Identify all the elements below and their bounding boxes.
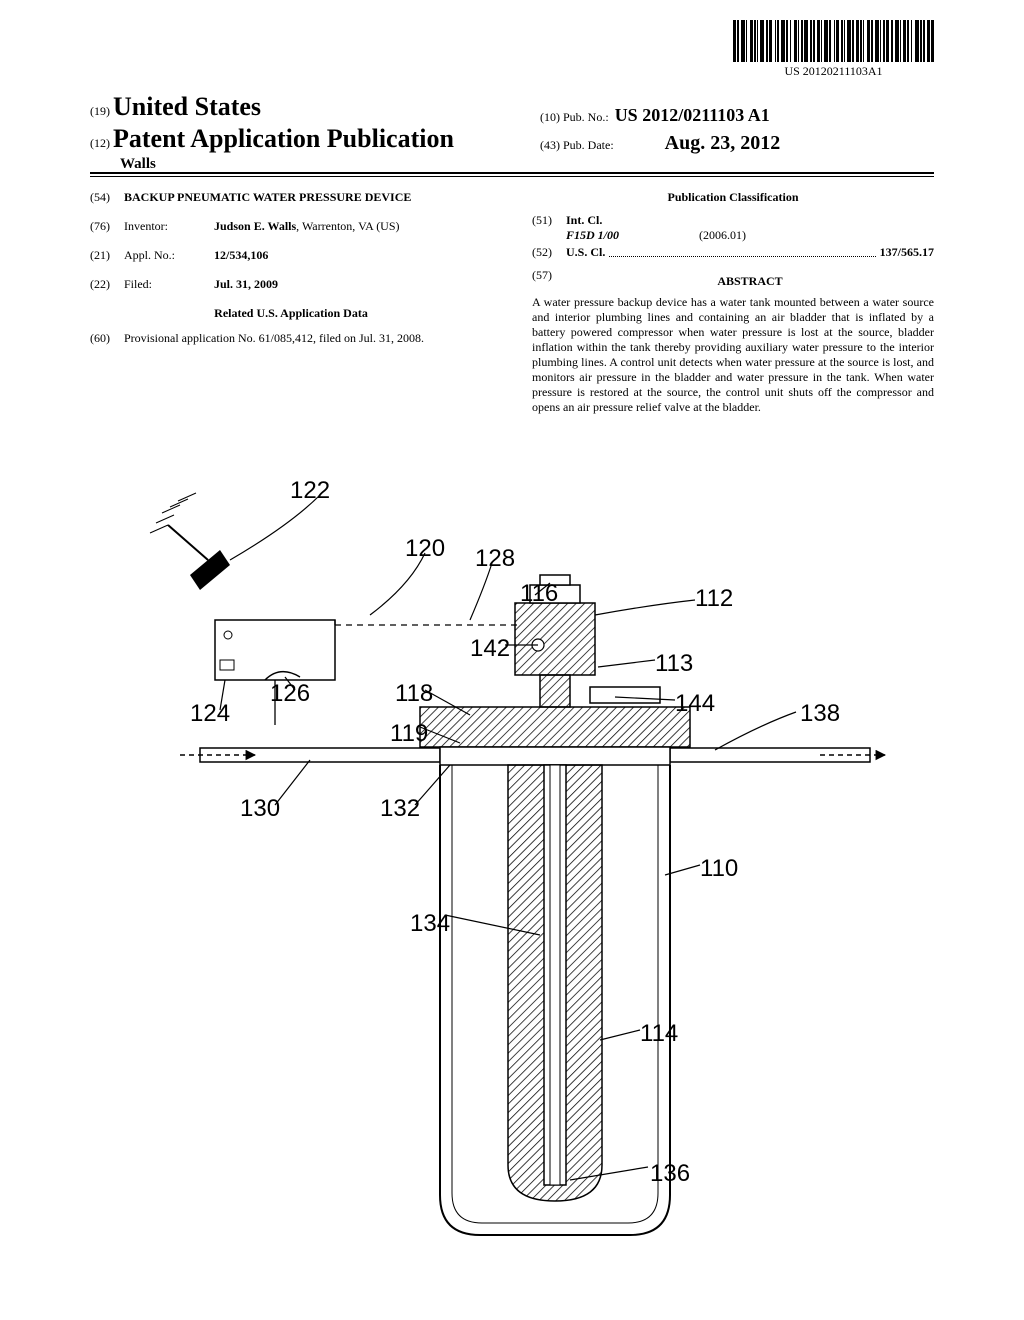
num-57: (57) — [532, 268, 566, 295]
outlet-pipe — [670, 748, 885, 762]
barcode-bars — [733, 20, 934, 62]
ref-128: 128 — [475, 545, 515, 573]
abstract-body: A water pressure backup device has a wat… — [532, 295, 934, 415]
ref-113: 113 — [655, 650, 693, 678]
ref-132: 132 — [380, 795, 420, 823]
ref-119: 119 — [390, 720, 428, 748]
prefix-10: (10) — [540, 110, 560, 124]
barcode: US 20120211103A1 — [733, 20, 934, 79]
intcl-label: Int. Cl. — [566, 213, 602, 227]
ref-112: 112 — [695, 585, 733, 613]
left-column: (54) BACKUP PNEUMATIC WATER PRESSURE DEV… — [90, 190, 492, 415]
header-block: (19) United States (12) Patent Applicati… — [90, 92, 934, 173]
num-76: (76) — [90, 219, 124, 234]
applno-val: 12/534,106 — [214, 248, 492, 263]
field-uscl: (52) U.S. Cl. 137/565.17 — [532, 245, 934, 260]
rule-thin — [90, 176, 934, 177]
applno: 12/534,106 — [214, 248, 268, 262]
num-51: (51) — [532, 213, 566, 243]
inventor-val: Judson E. Walls, Warrenton, VA (US) — [214, 219, 492, 234]
ref-118: 118 — [395, 680, 433, 708]
lid-lower — [440, 747, 670, 765]
pubdate-label: Pub. Date: — [563, 138, 614, 152]
inventor-label: Inventor: — [124, 219, 214, 234]
intcl-code: F15D 1/00 — [566, 228, 619, 242]
ref-138: 138 — [800, 700, 840, 728]
uscl-label: U.S. Cl. — [566, 245, 605, 260]
inventor-loc: , Warrenton, VA (US) — [296, 219, 399, 233]
ref-136: 136 — [650, 1160, 690, 1188]
tank-lid — [420, 707, 690, 747]
provisional: Provisional application No. 61/085,412, … — [124, 331, 492, 346]
figure-svg — [120, 465, 910, 1295]
filed-label: Filed: — [124, 277, 214, 292]
uscl-val: 137/565.17 — [880, 245, 934, 260]
patent-figure: 110 112 113 114 116 118 119 120 122 124 126 128 130 1… — [120, 465, 910, 1295]
dotted-leader — [609, 245, 875, 257]
prefix-43: (43) — [540, 138, 560, 152]
inlet-pipe — [180, 748, 440, 762]
bibliographic-columns: (54) BACKUP PNEUMATIC WATER PRESSURE DEV… — [90, 190, 934, 415]
nozzle-122 — [150, 493, 230, 590]
field-provisional: (60) Provisional application No. 61/085,… — [90, 331, 492, 346]
right-column: Publication Classification (51) Int. Cl.… — [532, 190, 934, 415]
intcl-block: Int. Cl. F15D 1/00 (2006.01) — [566, 213, 934, 243]
intcl-date: (2006.01) — [699, 228, 746, 242]
pubno-line: (10) Pub. No.: US 2012/0211103 A1 — [540, 105, 780, 126]
num-54: (54) — [90, 190, 124, 205]
pubno: US 2012/0211103 A1 — [615, 105, 770, 125]
pubclass-header: Publication Classification — [532, 190, 934, 205]
prefix-12: (12) — [90, 136, 110, 150]
filed: Jul. 31, 2009 — [214, 277, 278, 291]
prefix-19: (19) — [90, 104, 110, 118]
ref-124: 124 — [190, 700, 230, 728]
country-line: (19) United States — [90, 92, 934, 122]
pub-type: Patent Application Publication — [113, 124, 454, 153]
ref-144: 144 — [675, 690, 715, 718]
ref-130: 130 — [240, 795, 280, 823]
ref-142: 142 — [470, 635, 510, 663]
abstract-hdr-row: (57) ABSTRACT — [532, 268, 934, 295]
pubno-label: Pub. No.: — [563, 110, 609, 124]
applno-label: Appl. No.: — [124, 248, 214, 263]
num-60: (60) — [90, 331, 124, 346]
ref-120: 120 — [405, 535, 445, 563]
field-filed: (22) Filed: Jul. 31, 2009 — [90, 277, 492, 292]
inventor-name: Judson E. Walls — [214, 219, 296, 233]
barcode-text: US 20120211103A1 — [784, 64, 882, 79]
field-inventor: (76) Inventor: Judson E. Walls, Warrento… — [90, 219, 492, 234]
control-box — [215, 620, 335, 680]
right-header: (10) Pub. No.: US 2012/0211103 A1 (43) P… — [540, 105, 780, 155]
pubdate-line: (43) Pub. Date: Aug. 23, 2012 — [540, 132, 780, 155]
pubdate: Aug. 23, 2012 — [665, 132, 781, 154]
ref-114: 114 — [640, 1020, 678, 1048]
ref-122: 122 — [290, 477, 330, 505]
abstract-header: ABSTRACT — [566, 274, 934, 289]
field-title: (54) BACKUP PNEUMATIC WATER PRESSURE DEV… — [90, 190, 492, 205]
ref-110: 110 — [700, 855, 738, 883]
filed-val: Jul. 31, 2009 — [214, 277, 492, 292]
rule-thick — [90, 172, 934, 174]
country: United States — [113, 92, 261, 121]
ref-116: 116 — [520, 580, 558, 608]
pub-line: (12) Patent Application Publication — [90, 124, 934, 154]
field-intcl: (51) Int. Cl. F15D 1/00 (2006.01) — [532, 213, 934, 243]
title: BACKUP PNEUMATIC WATER PRESSURE DEVICE — [124, 190, 492, 205]
num-21: (21) — [90, 248, 124, 263]
inner-tube-bore — [550, 765, 560, 1185]
ref-134: 134 — [410, 910, 450, 938]
related-header: Related U.S. Application Data — [90, 306, 492, 321]
num-22: (22) — [90, 277, 124, 292]
author-line: Walls — [90, 156, 934, 173]
num-52: (52) — [532, 245, 566, 260]
riser — [540, 675, 570, 707]
ref-126: 126 — [270, 680, 310, 708]
field-applno: (21) Appl. No.: 12/534,106 — [90, 248, 492, 263]
